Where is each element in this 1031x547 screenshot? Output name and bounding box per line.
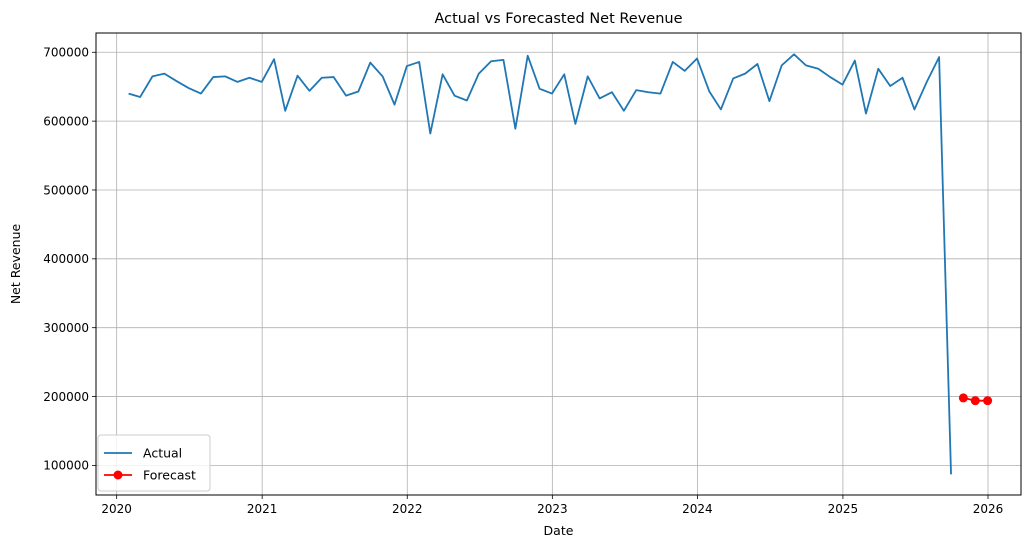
y-axis-ticks: 100000 200000 300000 400000 500000 600000 7000… xyxy=(43,46,96,473)
legend-label-actual: Actual xyxy=(143,446,182,461)
y-tick-label: 300000 xyxy=(43,321,89,335)
data-point-forecast xyxy=(958,393,968,403)
y-tick-label: 700000 xyxy=(43,46,89,60)
data-point-forecast xyxy=(970,396,980,406)
data-point-forecast xyxy=(983,396,993,406)
y-tick-label: 100000 xyxy=(43,459,89,473)
legend-box xyxy=(97,434,211,492)
x-tick-label: 2024 xyxy=(682,502,713,516)
x-tick-label: 2022 xyxy=(392,502,423,516)
y-axis-label: Net Revenue xyxy=(8,224,23,305)
series-line-actual xyxy=(128,53,952,475)
x-axis-ticks: 2020 2021 2022 2023 2024 2025 2026 xyxy=(101,495,1003,516)
x-tick-label: 2020 xyxy=(101,502,132,516)
plot-frame xyxy=(95,32,1022,496)
chart-title: Actual vs Forecasted Net Revenue xyxy=(434,11,682,27)
legend-label-forecast: Forecast xyxy=(143,468,196,483)
y-tick-label: 500000 xyxy=(43,183,89,197)
grid xyxy=(96,33,1021,495)
x-tick-label: 2021 xyxy=(247,502,278,516)
x-tick-label: 2023 xyxy=(537,502,568,516)
y-tick-label: 600000 xyxy=(43,114,89,128)
x-tick-label: 2026 xyxy=(973,502,1004,516)
legend-marker-forecast xyxy=(113,470,123,480)
x-tick-label: 2025 xyxy=(828,502,859,516)
x-axis-label: Date xyxy=(544,523,574,538)
series-layer xyxy=(128,53,993,475)
legend: Actual Forecast xyxy=(97,434,211,492)
y-tick-label: 200000 xyxy=(43,390,89,404)
y-tick-label: 400000 xyxy=(43,252,89,266)
